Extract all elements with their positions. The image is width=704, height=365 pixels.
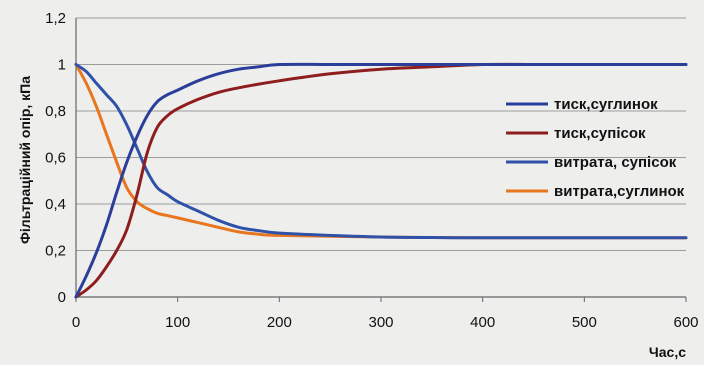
y-tick-label: 0,6 — [45, 150, 66, 167]
y-tick-label: 1 — [58, 57, 66, 74]
x-axis-title: Час,с — [649, 344, 686, 360]
series-line-2 — [74, 63, 688, 240]
series-lines — [74, 62, 688, 299]
x-tick-label: 300 — [368, 314, 393, 331]
y-tick-label: 1,2 — [45, 10, 66, 27]
series-line-3 — [74, 63, 688, 240]
legend-label-1: тиск,супісок — [554, 125, 646, 142]
y-tick-label: 0,2 — [45, 243, 66, 260]
legend-label-0: тиск,суглинок — [554, 96, 658, 113]
y-tick-label: 0 — [58, 289, 66, 306]
y-axis-title: Фільтраційний опір, кПа — [17, 76, 33, 244]
x-tick-label: 400 — [470, 314, 495, 331]
x-tick-label: 0 — [72, 314, 80, 331]
x-tick-label: 100 — [165, 314, 190, 331]
y-tick-label: 0,8 — [45, 103, 66, 120]
legend-label-2: витрата, супісок — [554, 154, 677, 171]
legend-label-3: витрата,суглинок — [554, 183, 685, 200]
x-tick-label: 500 — [572, 314, 597, 331]
x-tick-label: 600 — [673, 314, 698, 331]
legend: тиск,суглинок тиск,супісок витрата, супісо… — [506, 96, 685, 200]
y-tick-label: 0,4 — [45, 196, 66, 213]
series-line-0 — [74, 62, 688, 299]
x-tick-label: 200 — [267, 314, 292, 331]
tick-labels: 0 0,2 0,4 0,6 0,8 1 1,2 0 100 200 300 400 500 600 — [45, 10, 698, 331]
